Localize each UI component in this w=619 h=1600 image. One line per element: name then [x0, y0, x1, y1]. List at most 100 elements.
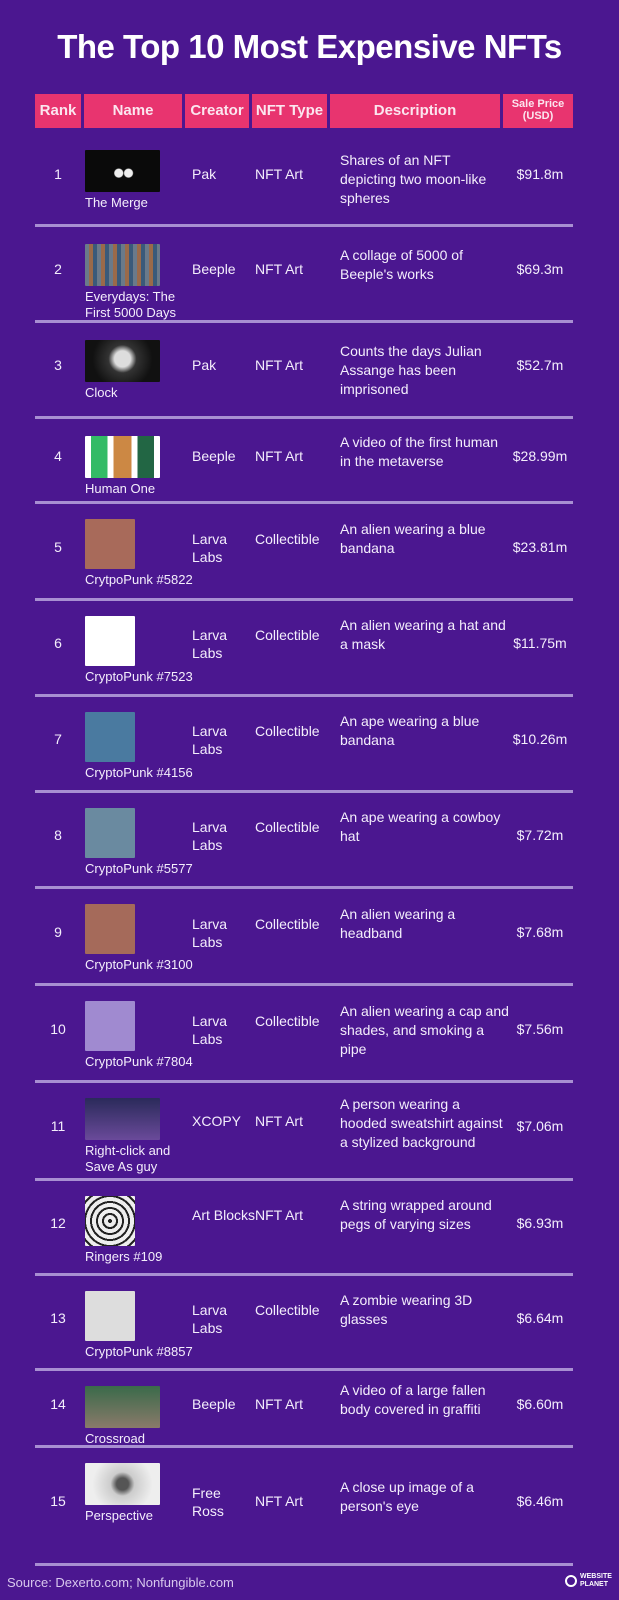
table-row: 2 Everydays: The First 5000 Days Beeple NFT…	[35, 226, 573, 322]
description-cell: A collage of 5000 of Beeple's works	[340, 247, 463, 282]
row-divider	[35, 501, 573, 504]
nft-type-cell: NFT Art	[255, 1493, 303, 1509]
creator-cell: Larva Labs	[192, 530, 228, 565]
row-divider	[35, 416, 573, 419]
source-note: Source: Dexerto.com; Nonfungible.com	[7, 1575, 234, 1590]
description-cell: Counts the days Julian Assange has been …	[340, 343, 482, 397]
name-cell: CrytpoPunk #5822	[85, 572, 193, 587]
nft-thumbnail	[85, 1001, 135, 1051]
nft-thumbnail	[85, 340, 160, 382]
rank-cell: 13	[50, 1309, 66, 1326]
rank-cell: 4	[54, 447, 62, 464]
nft-thumbnail	[85, 1291, 135, 1341]
price-cell: $69.3m	[516, 261, 564, 277]
description-cell: A string wrapped around pegs of varying …	[340, 1196, 492, 1232]
price-cell: $7.06m	[516, 1118, 564, 1134]
table-row: 14 Crossroad Beeple NFT Art A video of a lar…	[35, 1370, 573, 1447]
column-header: Sale Price (USD)	[503, 94, 573, 128]
price-cell: $23.81m	[512, 538, 568, 555]
nft-type-cell: Collectible	[255, 819, 320, 835]
name-cell: Right-click and Save As guy	[85, 1143, 171, 1174]
nft-type-cell: NFT Art	[255, 1206, 303, 1223]
rank-cell: 14	[50, 1395, 66, 1412]
name-cell: Human One	[85, 481, 156, 496]
nft-thumbnail	[85, 712, 135, 762]
table-row: 4 Human One Beeple NFT Art A video of the fi…	[35, 418, 573, 503]
price-cell: $28.99m	[512, 447, 568, 464]
nft-type-cell: Collectible	[255, 915, 320, 932]
nft-thumbnail	[85, 808, 135, 858]
creator-cell: Free Ross	[192, 1485, 224, 1519]
creator-cell: Larva Labs	[192, 915, 228, 950]
rank-cell: 6	[54, 635, 62, 651]
price-cell: $7.72m	[516, 827, 564, 843]
table-row: 1 The Merge Pak NFT Art Shares of an NFT dep…	[35, 132, 573, 226]
nft-type-cell: NFT Art	[255, 166, 303, 182]
nft-type-cell: Collectible	[255, 1012, 320, 1029]
row-divider	[35, 1273, 573, 1276]
row-divider	[35, 1563, 573, 1566]
table-row: 10 CryptoPunk #7804 Larva Labs Collectible A…	[35, 985, 573, 1082]
name-cell: CryptoPunk #7523	[85, 669, 193, 684]
rank-cell: 11	[50, 1118, 66, 1134]
nft-thumbnail	[85, 616, 135, 666]
nft-type-cell: Collectible	[255, 627, 320, 643]
description-cell: Shares of an NFT depicting two moon-like…	[340, 152, 487, 206]
page-title: The Top 10 Most Expensive NFTs	[57, 28, 562, 65]
row-divider	[35, 983, 573, 986]
creator-cell: Larva Labs	[192, 1012, 228, 1047]
description-cell: A close up image of a person's eye	[340, 1479, 474, 1514]
nft-thumbnail	[85, 436, 160, 478]
price-cell: $6.60m	[516, 1395, 564, 1412]
rank-cell: 7	[54, 731, 62, 747]
table-row: 15 Perspective Free Ross NFT Art A close up …	[35, 1447, 573, 1565]
name-cell: CryptoPunk #7804	[85, 1054, 193, 1069]
name-cell: CryptoPunk #3100	[85, 957, 193, 972]
table-row: 6 CryptoPunk #7523 Larva Labs Collectible An…	[35, 600, 573, 696]
creator-cell: Beeple	[192, 1395, 236, 1412]
rank-cell: 8	[54, 827, 62, 843]
name-cell: CryptoPunk #8857	[85, 1344, 193, 1359]
globe-icon	[565, 1575, 577, 1587]
nft-type-cell: Collectible	[255, 530, 320, 547]
nft-thumbnail	[85, 519, 135, 569]
table-row: 8 CryptoPunk #5577 Larva Labs Collectible An…	[35, 792, 573, 888]
table-row: 11 Right-click and Save As guy XCOPY NFT Ar…	[35, 1082, 573, 1180]
name-cell: Crossroad	[85, 1431, 145, 1446]
price-cell: $91.8m	[516, 166, 564, 182]
description-cell: A video of the first human in the metave…	[340, 433, 498, 469]
price-cell: $10.26m	[512, 731, 568, 747]
row-divider	[35, 1445, 573, 1448]
website-planet-logo: WEBSITE PLANET	[565, 1573, 612, 1589]
creator-cell: Pak	[192, 166, 217, 182]
row-divider	[35, 224, 573, 227]
row-divider	[35, 1178, 573, 1181]
price-cell: $11.75m	[513, 635, 567, 651]
description-cell: An alien wearing a hat and a mask	[340, 617, 506, 652]
nft-type-cell: NFT Art	[255, 1395, 303, 1412]
nft-thumbnail	[85, 904, 135, 954]
row-divider	[35, 598, 573, 601]
row-divider	[35, 320, 573, 323]
price-cell: $7.68m	[516, 923, 564, 940]
creator-cell: Art Blocks	[192, 1206, 256, 1223]
row-divider	[35, 790, 573, 793]
price-cell: $7.56m	[516, 1020, 564, 1037]
table-row: 13 CryptoPunk #8857 Larva Labs Collectible A…	[35, 1275, 573, 1370]
nft-thumbnail	[85, 1463, 160, 1505]
creator-cell: Beeple	[192, 261, 236, 277]
rank-cell: 1	[54, 166, 62, 182]
rank-cell: 12	[50, 1214, 66, 1231]
name-cell: Perspective	[85, 1508, 153, 1523]
rank-cell: 3	[54, 357, 62, 373]
nft-type-cell: Collectible	[255, 1301, 320, 1318]
name-cell: CryptoPunk #4156	[85, 765, 193, 780]
description-cell: An alien wearing a blue bandana	[340, 520, 486, 556]
name-cell: CryptoPunk #5577	[85, 861, 193, 876]
row-divider	[35, 694, 573, 697]
price-cell: $6.93m	[516, 1214, 564, 1231]
creator-cell: Larva Labs	[192, 627, 228, 661]
rank-cell: 5	[54, 538, 62, 555]
nft-type-cell: NFT Art	[255, 1113, 303, 1129]
description-cell: An ape wearing a blue bandana	[340, 713, 480, 748]
